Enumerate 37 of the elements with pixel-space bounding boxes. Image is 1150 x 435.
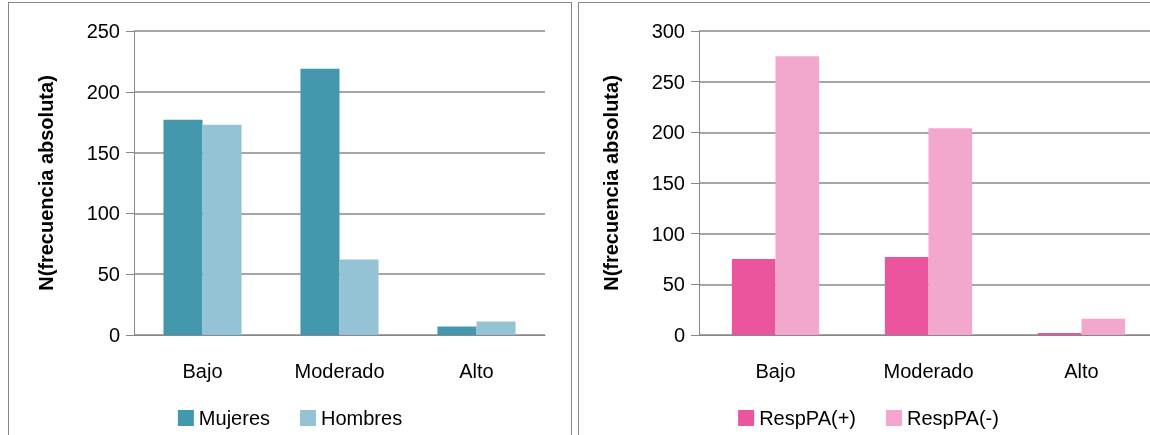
y-tick-label: 0: [108, 324, 120, 346]
bar: [437, 326, 477, 335]
bar: [163, 119, 203, 335]
legend-label: Mujeres: [198, 407, 271, 429]
bar: [731, 259, 776, 335]
y-tick-label: 250: [651, 70, 685, 93]
bar: [476, 321, 516, 335]
bar: [775, 56, 820, 335]
y-tick-label: 200: [651, 121, 685, 144]
x-tick-label: Alto: [1064, 360, 1099, 382]
x-tick-label: Alto: [459, 360, 494, 382]
bar: [339, 259, 379, 335]
y-tick-label: 250: [86, 20, 120, 42]
legend-label: RespPA(-): [907, 407, 999, 429]
x-tick-label: Bajo: [182, 360, 223, 382]
y-tick-label: 50: [97, 263, 120, 286]
bar: [1081, 318, 1126, 335]
x-tick-label: Bajo: [755, 360, 796, 382]
y-tick-label: 100: [651, 222, 685, 245]
bar: [202, 124, 242, 335]
y-tick-label: 200: [86, 80, 120, 103]
legend-label: Hombres: [321, 407, 403, 429]
legend-label: RespPA(+): [759, 407, 857, 429]
x-tick-label: Moderado: [294, 360, 385, 382]
y-axis-title: N(frecuencia absoluta): [600, 75, 622, 291]
y-axis-title: N(frecuencia absoluta): [35, 75, 57, 291]
y-tick-label: 150: [86, 141, 120, 164]
bar: [1037, 332, 1082, 335]
x-tick-label: Moderado: [883, 360, 974, 382]
bar: [928, 128, 973, 335]
y-tick-label: 100: [86, 202, 120, 225]
y-tick-label: 0: [673, 324, 685, 346]
bar: [884, 256, 929, 335]
y-tick-label: 300: [651, 20, 685, 42]
y-tick-label: 150: [651, 172, 685, 194]
bar: [300, 68, 340, 335]
y-tick-label: 50: [662, 273, 685, 296]
